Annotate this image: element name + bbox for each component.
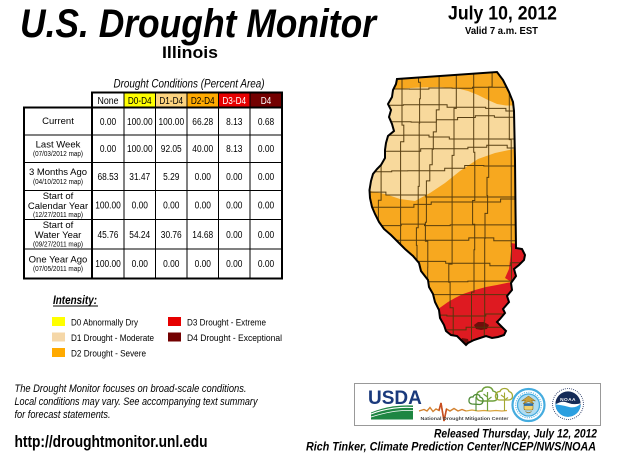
svg-text:14.68: 14.68 xyxy=(192,230,213,241)
svg-text:0.68: 0.68 xyxy=(258,117,275,128)
svg-text:D0-D4: D0-D4 xyxy=(128,96,152,107)
svg-text:0.00: 0.00 xyxy=(132,259,149,270)
svg-text:66.28: 66.28 xyxy=(192,117,213,128)
svg-text:3 Months Ago: 3 Months Ago xyxy=(29,167,87,178)
svg-text:D0 Abnormally Dry: D0 Abnormally Dry xyxy=(71,318,138,328)
svg-text:(12/27/2011 map): (12/27/2011 map) xyxy=(33,210,83,219)
svg-text:Current: Current xyxy=(42,116,74,127)
svg-text:National Drought Mitigation: National Drought Mitigation Center xyxy=(421,416,509,421)
svg-text:D3-D4: D3-D4 xyxy=(222,96,246,107)
svg-text:Drought Conditions (Percent Ar: Drought Conditions (Percent Area) xyxy=(114,79,265,91)
svg-text:Start of: Start of xyxy=(43,220,74,231)
svg-text:D2-D4: D2-D4 xyxy=(191,96,215,107)
svg-text:0.00: 0.00 xyxy=(226,259,243,270)
svg-text:0.00: 0.00 xyxy=(226,201,243,212)
svg-text:100.00: 100.00 xyxy=(95,259,121,270)
svg-text:0.00: 0.00 xyxy=(195,172,212,183)
svg-text:U.S. Drought Monitor: U.S. Drought Monitor xyxy=(20,2,378,46)
svg-text:Valid 7 a.m. EST: Valid 7 a.m. EST xyxy=(465,26,538,37)
svg-text:68.53: 68.53 xyxy=(98,172,119,183)
svg-text:0.00: 0.00 xyxy=(195,201,212,212)
svg-text:0.00: 0.00 xyxy=(100,144,117,155)
svg-text:0.00: 0.00 xyxy=(258,201,275,212)
svg-text:(04/10/2012 map): (04/10/2012 map) xyxy=(33,177,83,186)
svg-text:0.00: 0.00 xyxy=(258,144,275,155)
svg-text:(09/27/2011 map): (09/27/2011 map) xyxy=(33,240,83,249)
svg-text:Illinois: Illinois xyxy=(162,43,218,62)
svg-text:NOAA: NOAA xyxy=(560,397,576,403)
svg-text:31.47: 31.47 xyxy=(129,172,150,183)
svg-text:USDA: USDA xyxy=(368,388,422,409)
svg-text:0.00: 0.00 xyxy=(132,201,149,212)
svg-text:0.00: 0.00 xyxy=(195,259,212,270)
svg-text:54.24: 54.24 xyxy=(129,230,150,241)
svg-text:Calendar Year: Calendar Year xyxy=(28,201,88,212)
svg-text:30.76: 30.76 xyxy=(161,230,182,241)
svg-text:for forecast statements.: for forecast statements. xyxy=(15,409,111,421)
svg-text:None: None xyxy=(98,96,119,107)
svg-text:Local conditions may vary. See: Local conditions may vary. See accompany… xyxy=(15,396,259,408)
svg-text:Intensity:: Intensity: xyxy=(53,295,97,307)
svg-text:8.13: 8.13 xyxy=(226,144,243,155)
svg-text:http://droughtmonitor.unl.edu: http://droughtmonitor.unl.edu xyxy=(15,433,208,451)
svg-text:0.00: 0.00 xyxy=(163,259,180,270)
svg-text:D1 Drought - Moderate: D1 Drought - Moderate xyxy=(71,333,154,343)
svg-text:One Year Ago: One Year Ago xyxy=(29,255,88,266)
svg-text:D2 Drought - Severe: D2 Drought - Severe xyxy=(71,349,146,359)
svg-text:0.00: 0.00 xyxy=(258,259,275,270)
svg-text:0.00: 0.00 xyxy=(258,230,275,241)
svg-text:100.00: 100.00 xyxy=(127,144,153,155)
svg-text:D1-D4: D1-D4 xyxy=(159,96,183,107)
svg-text:40.00: 40.00 xyxy=(192,144,213,155)
svg-text:0.00: 0.00 xyxy=(258,172,275,183)
svg-text:0.00: 0.00 xyxy=(226,172,243,183)
svg-text:92.05: 92.05 xyxy=(161,144,182,155)
svg-text:Rich Tinker, Climate Predictio: Rich Tinker, Climate Prediction Center/N… xyxy=(306,440,596,454)
svg-text:Released Thursday, July 12, 20: Released Thursday, July 12, 2012 xyxy=(434,427,597,441)
svg-text:100.00: 100.00 xyxy=(159,117,185,128)
svg-text:0.00: 0.00 xyxy=(163,201,180,212)
svg-text:(07/03/2012 map): (07/03/2012 map) xyxy=(33,149,83,158)
svg-text:D4 Drought - Exceptional: D4 Drought - Exceptional xyxy=(187,333,282,343)
svg-text:D4: D4 xyxy=(261,96,272,107)
svg-text:(07/05/2011 map): (07/05/2011 map) xyxy=(33,264,83,273)
svg-text:45.76: 45.76 xyxy=(98,230,119,241)
svg-text:5.29: 5.29 xyxy=(163,172,180,183)
svg-text:8.13: 8.13 xyxy=(226,117,243,128)
svg-text:Water Year: Water Year xyxy=(35,230,82,241)
svg-text:The Drought Monitor focuses on: The Drought Monitor focuses on broad-sca… xyxy=(15,383,247,395)
svg-text:0.00: 0.00 xyxy=(100,117,117,128)
svg-text:100.00: 100.00 xyxy=(127,117,153,128)
svg-text:D3 Drought - Extreme: D3 Drought - Extreme xyxy=(187,318,266,328)
svg-text:July 10, 2012: July 10, 2012 xyxy=(448,3,557,25)
svg-text:Last Week: Last Week xyxy=(36,140,81,151)
svg-text:0.00: 0.00 xyxy=(226,230,243,241)
svg-text:100.00: 100.00 xyxy=(95,201,121,212)
svg-text:Start of: Start of xyxy=(43,191,74,202)
